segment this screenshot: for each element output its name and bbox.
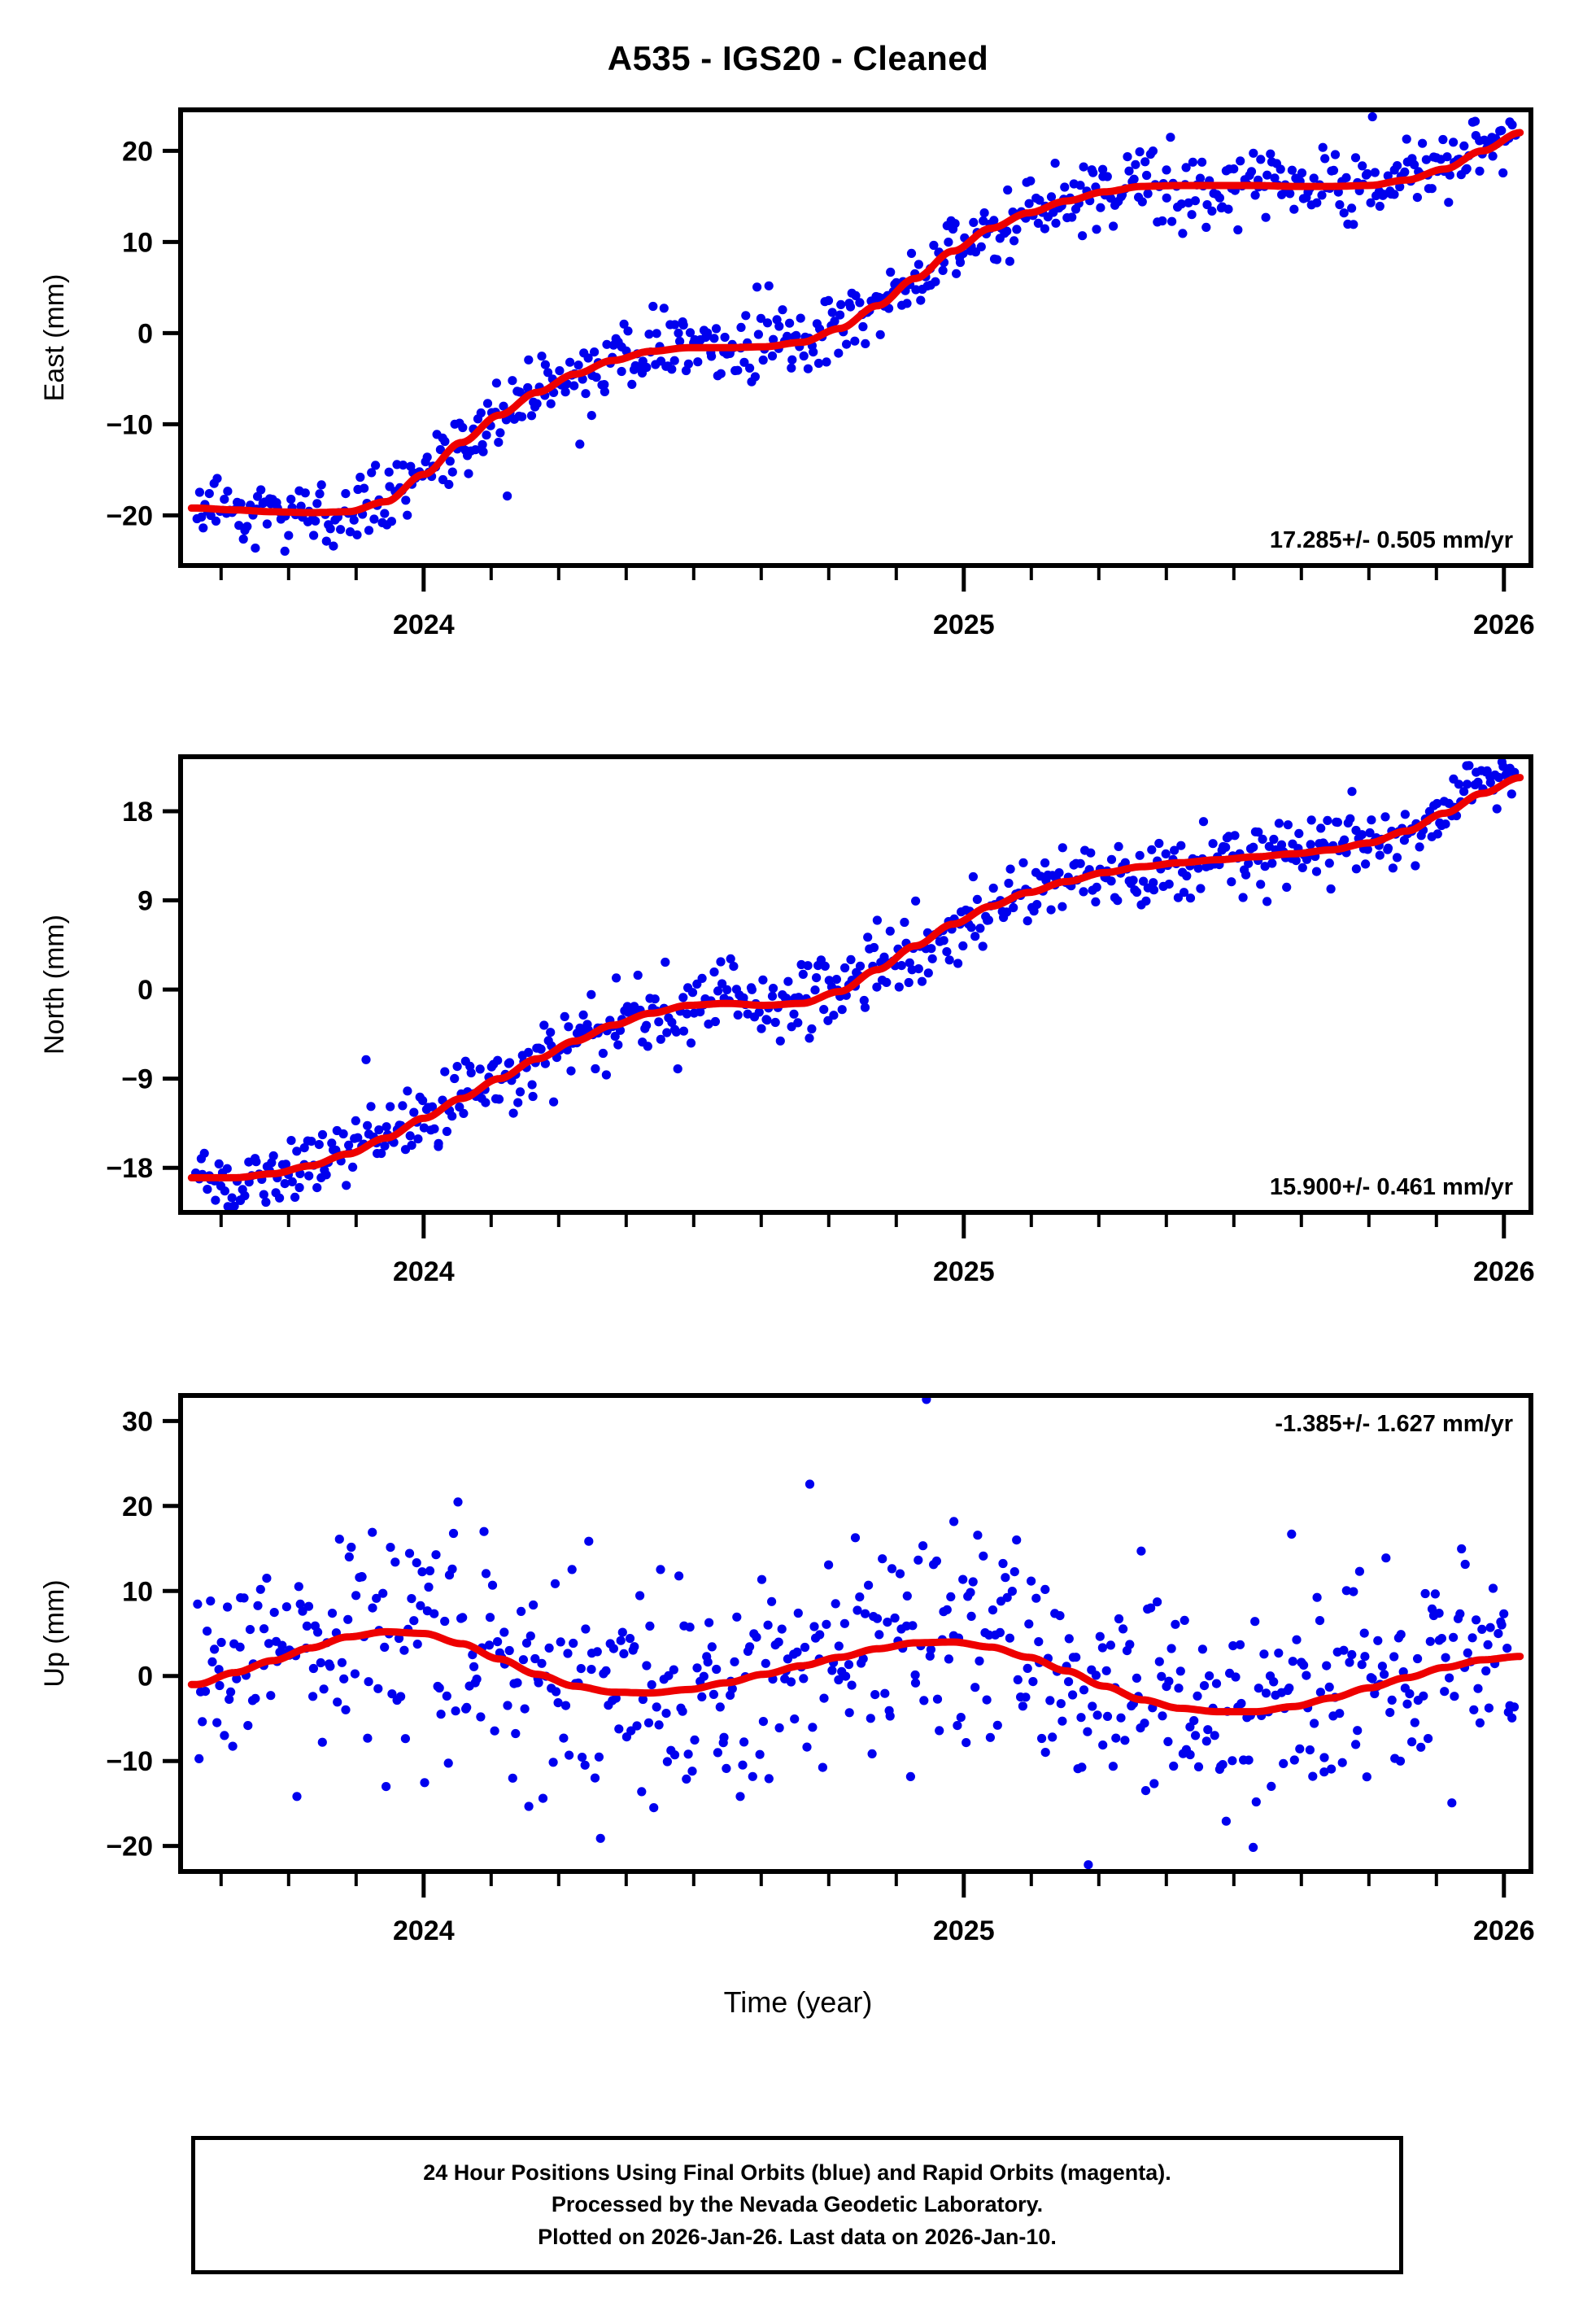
x-tick-label: 2025 <box>933 609 995 640</box>
trend-line-east <box>187 129 1524 517</box>
x-tick-label: 2024 <box>393 1256 455 1287</box>
y-tick-label: −10 <box>106 409 153 440</box>
footer-note-box: 24 Hour Positions Using Final Orbits (bl… <box>191 2136 1403 2274</box>
footer-line-3: Plotted on 2026-Jan-26. Last data on 202… <box>538 2224 1057 2249</box>
y-tick-label: −9 <box>121 1064 153 1095</box>
y-axis-title-east: East (mm) <box>39 274 70 402</box>
data-layer-north <box>187 759 1524 1210</box>
y-tick-label: −18 <box>106 1153 153 1184</box>
x-tick-label: 2024 <box>393 609 455 640</box>
panel-east: 20 10 0 −10 −20 East (mm) 2024 2025 2026 17.285+/… <box>0 90 1596 675</box>
footer-line-1: 24 Hour Positions Using Final Orbits (bl… <box>423 2160 1171 2186</box>
y-tick-label: 30 <box>122 1406 153 1437</box>
trend-line-up <box>187 1627 1524 1716</box>
x-tick-label: 2024 <box>393 1915 455 1946</box>
panel-up: 30 20 10 0 −10 −20 Up (mm) 2024 2025 2026 -1.385+/… <box>0 1375 1596 1977</box>
x-tick-label: 2026 <box>1473 609 1535 640</box>
y-tick-label: 20 <box>122 136 153 167</box>
plot-area-up: 30 20 10 0 −10 −20 Up (mm) 2024 2025 2026 -1.385+/… <box>39 1393 1535 1946</box>
x-axis-title: Time (year) <box>723 1985 873 2019</box>
rate-annotation-north: 15.900+/- 0.461 mm/yr <box>1270 1174 1513 1200</box>
plot-area-east: 20 10 0 −10 −20 East (mm) 2024 2025 2026 17.285+/… <box>39 107 1535 640</box>
rate-annotation-up: -1.385+/- 1.627 mm/yr <box>1275 1411 1513 1437</box>
trend-line-north <box>187 774 1524 1181</box>
y-tick-label: −20 <box>106 1832 153 1863</box>
x-tick-label: 2026 <box>1473 1256 1535 1287</box>
y-tick-label: 10 <box>122 227 153 258</box>
y-axis-title-up: Up (mm) <box>39 1579 70 1687</box>
data-layer-up <box>187 1398 1524 1869</box>
y-tick-label: 9 <box>137 886 153 917</box>
y-tick-label: 10 <box>122 1576 153 1607</box>
y-tick-label: 20 <box>122 1491 153 1522</box>
x-tick-label: 2025 <box>933 1915 995 1946</box>
x-tick-label: 2025 <box>933 1256 995 1287</box>
rate-annotation-east: 17.285+/- 0.505 mm/yr <box>1270 527 1513 553</box>
y-tick-label: 18 <box>122 797 153 828</box>
y-tick-label: 0 <box>137 975 153 1006</box>
panel-north: 18 9 0 −9 −18 North (mm) 2024 2025 2026 15.900+/-… <box>0 736 1596 1322</box>
y-tick-label: −10 <box>106 1746 153 1777</box>
y-tick-label: 0 <box>137 1662 153 1692</box>
data-layer-east <box>187 112 1524 557</box>
y-tick-label: 0 <box>137 318 153 349</box>
footer-line-2: Processed by the Nevada Geodetic Laborat… <box>551 2192 1044 2217</box>
y-axis-title-north: North (mm) <box>39 915 70 1055</box>
page-title: A535 - IGS20 - Cleaned <box>607 39 989 77</box>
y-tick-label: −20 <box>106 500 153 531</box>
x-tick-label: 2026 <box>1473 1915 1535 1946</box>
plot-area-north: 18 9 0 −9 −18 North (mm) 2024 2025 2026 15.900+/-… <box>39 754 1535 1287</box>
